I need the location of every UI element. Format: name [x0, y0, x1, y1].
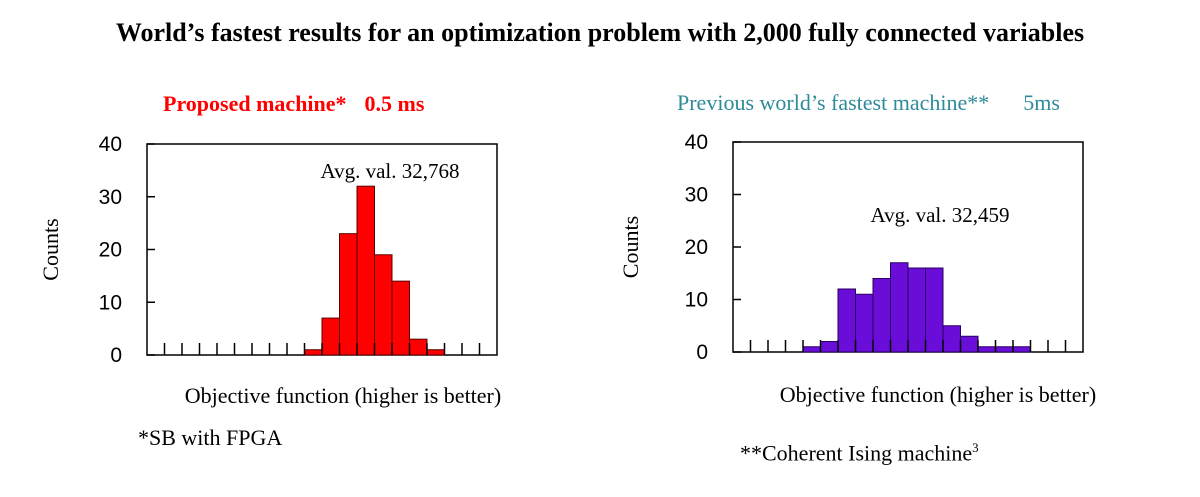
- right-subtitle-label: Previous world’s fastest machine**: [677, 90, 990, 115]
- left-footnote: *SB with FPGA: [138, 425, 283, 450]
- histogram-bar: [321, 317, 340, 356]
- right-footnote-text: **Coherent Ising machine: [740, 440, 973, 466]
- avg-annotation: Avg. val. 32,459: [870, 203, 1009, 227]
- histogram-bar: [907, 267, 926, 353]
- histogram-bar: [837, 288, 856, 353]
- y-tick-label: 40: [685, 131, 708, 154]
- histogram-bar: [1012, 346, 1031, 353]
- figure-title: World’s fastest results for an optimizat…: [115, 18, 1085, 47]
- histogram-previous: 0 10 20 30 40 Counts Avg. val. 32,459 Objective…: [618, 131, 1096, 407]
- histogram-bar: [872, 278, 891, 353]
- y-axis-label: Counts: [38, 218, 63, 280]
- histogram-bar: [925, 267, 944, 353]
- left-subtitle-label: Proposed machine*: [163, 91, 347, 116]
- histogram-bar: [374, 254, 393, 356]
- y-tick-label: 10: [99, 291, 122, 314]
- right-footnote-sup: 3: [972, 440, 979, 455]
- y-tick-label: 0: [110, 344, 122, 367]
- histogram-bar: [820, 341, 839, 353]
- histogram-bar: [855, 293, 874, 353]
- y-tick-label: 40: [99, 133, 122, 156]
- y-tick-label: 20: [685, 236, 708, 259]
- histogram-bar: [304, 349, 323, 356]
- x-axis-label: Objective function (higher is better): [780, 382, 1096, 407]
- y-tick-label: 10: [685, 289, 708, 312]
- histogram-bar: [409, 338, 428, 356]
- x-axis-label: Objective function (higher is better): [185, 383, 501, 408]
- histogram-bar: [356, 185, 375, 356]
- histogram-bar: [977, 346, 996, 353]
- histogram-bar: [426, 349, 445, 356]
- histogram-bar: [802, 346, 821, 353]
- histogram-bar: [960, 335, 979, 353]
- y-tick-label: 0: [696, 341, 708, 364]
- histogram-bar: [995, 346, 1014, 353]
- histogram-bar: [339, 233, 358, 356]
- y-tick-label: 20: [99, 239, 122, 262]
- y-axis-label: Counts: [618, 216, 643, 278]
- avg-annotation: Avg. val. 32,768: [320, 159, 459, 183]
- histogram-proposed: 0 10 20 30 40 Counts Avg. val. 32,768 Objective…: [38, 133, 501, 408]
- histogram-bar: [391, 280, 410, 356]
- y-tick-label: 30: [99, 186, 122, 209]
- histogram-bar: [942, 325, 961, 353]
- right-subtitle: Previous world’s fastest machine** 5ms: [677, 90, 1060, 116]
- left-subtitle-time: 0.5 ms: [364, 91, 425, 116]
- right-footnote: **Coherent Ising machine3: [740, 440, 979, 466]
- right-subtitle-time: 5ms: [1023, 90, 1060, 115]
- y-tick-label: 30: [685, 184, 708, 207]
- left-subtitle: Proposed machine* 0.5 ms: [163, 91, 424, 117]
- histogram-bar: [890, 262, 909, 353]
